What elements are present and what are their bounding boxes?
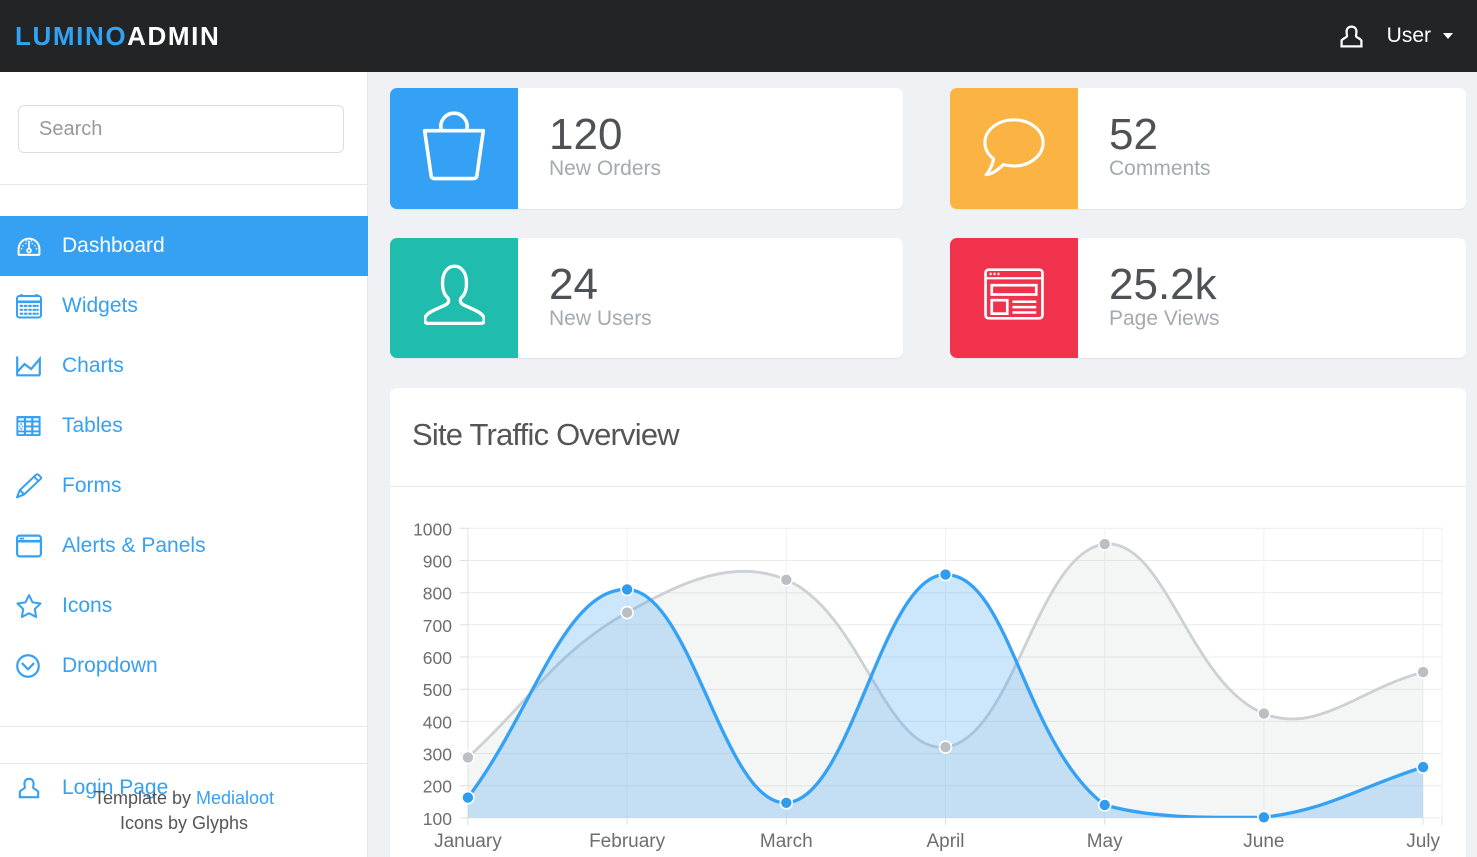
svg-text:700: 700: [423, 616, 452, 636]
svg-text:400: 400: [423, 712, 452, 732]
svg-text:100: 100: [423, 809, 452, 829]
svg-text:1000: 1000: [413, 519, 452, 539]
svg-text:800: 800: [423, 584, 452, 604]
svg-text:April: April: [926, 831, 964, 852]
svg-text:May: May: [1087, 831, 1123, 852]
svg-text:500: 500: [423, 680, 452, 700]
svg-text:March: March: [760, 831, 813, 852]
svg-text:January: January: [434, 831, 502, 852]
svg-text:300: 300: [423, 745, 452, 765]
svg-text:200: 200: [423, 777, 452, 797]
svg-text:July: July: [1406, 831, 1440, 852]
svg-text:900: 900: [423, 552, 452, 572]
svg-text:June: June: [1243, 831, 1284, 852]
svg-text:February: February: [589, 831, 666, 852]
svg-text:600: 600: [423, 648, 452, 668]
